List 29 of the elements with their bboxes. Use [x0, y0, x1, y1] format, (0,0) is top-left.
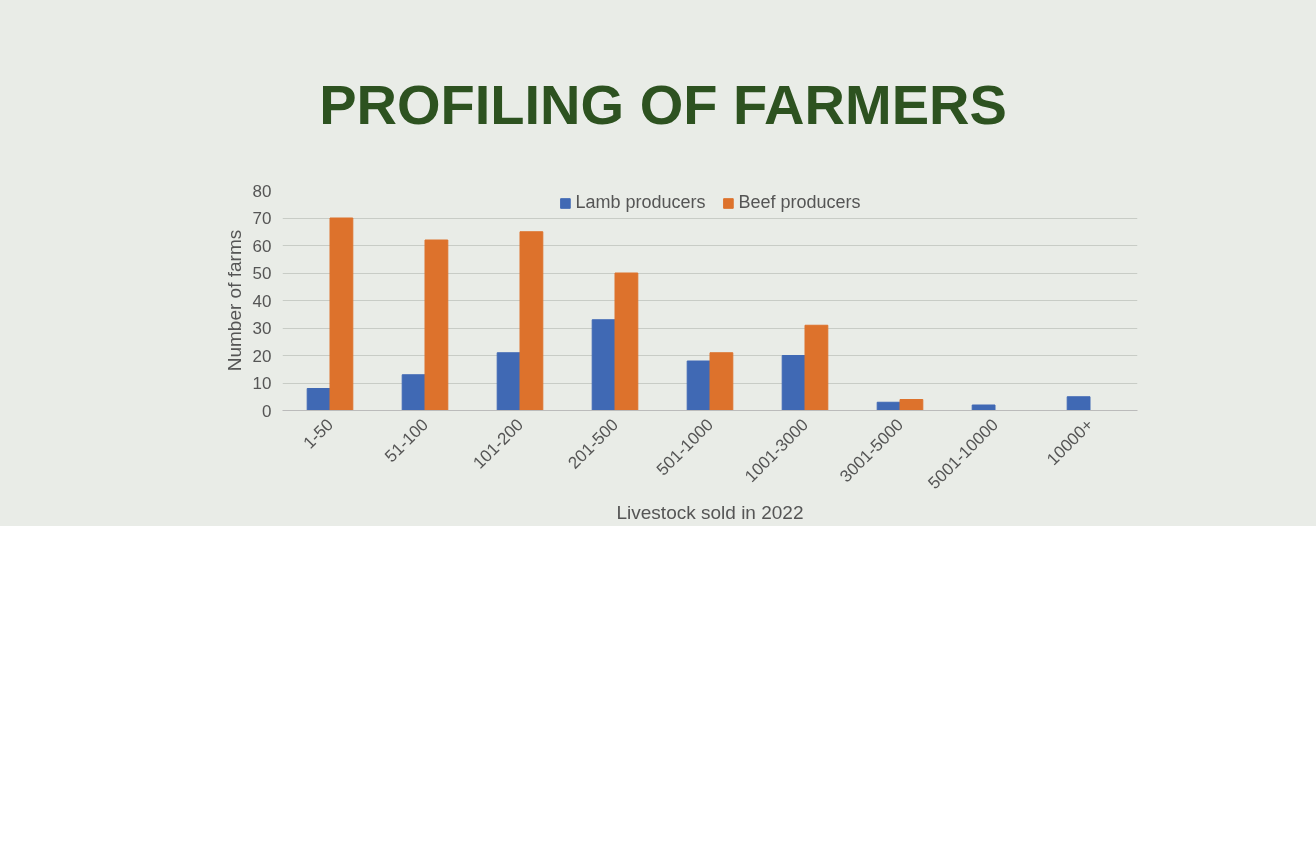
legend-label: Lamb producers — [575, 192, 706, 213]
bar — [709, 352, 734, 411]
bar — [306, 388, 331, 411]
y-tick-label: 70 — [252, 209, 272, 228]
chart-title: PROFILING OF FARMERS — [319, 72, 1007, 138]
y-tick-label: 80 — [252, 181, 272, 201]
bar — [614, 272, 639, 411]
bar — [496, 352, 521, 411]
bar — [899, 399, 924, 411]
bar — [781, 355, 806, 411]
bar — [804, 324, 829, 411]
y-tick-label: 50 — [252, 264, 272, 283]
y-tick-label: 60 — [252, 236, 272, 256]
bar — [1066, 396, 1091, 411]
bar — [401, 374, 426, 411]
bar — [591, 319, 616, 411]
bar — [519, 231, 544, 411]
y-tick-label: 20 — [252, 346, 272, 366]
bar — [424, 239, 449, 411]
y-axis-title: Number of farms — [223, 229, 245, 372]
y-tick-label: 30 — [252, 319, 272, 338]
bar — [329, 217, 354, 411]
legend-label: Beef producers — [738, 192, 861, 213]
y-tick-label: 0 — [262, 401, 272, 421]
bar — [686, 360, 711, 411]
y-tick-label: 40 — [252, 291, 272, 311]
bar — [971, 404, 996, 411]
x-axis-title: Livestock sold in 2022 — [616, 502, 804, 524]
y-tick-label: 10 — [252, 374, 272, 393]
